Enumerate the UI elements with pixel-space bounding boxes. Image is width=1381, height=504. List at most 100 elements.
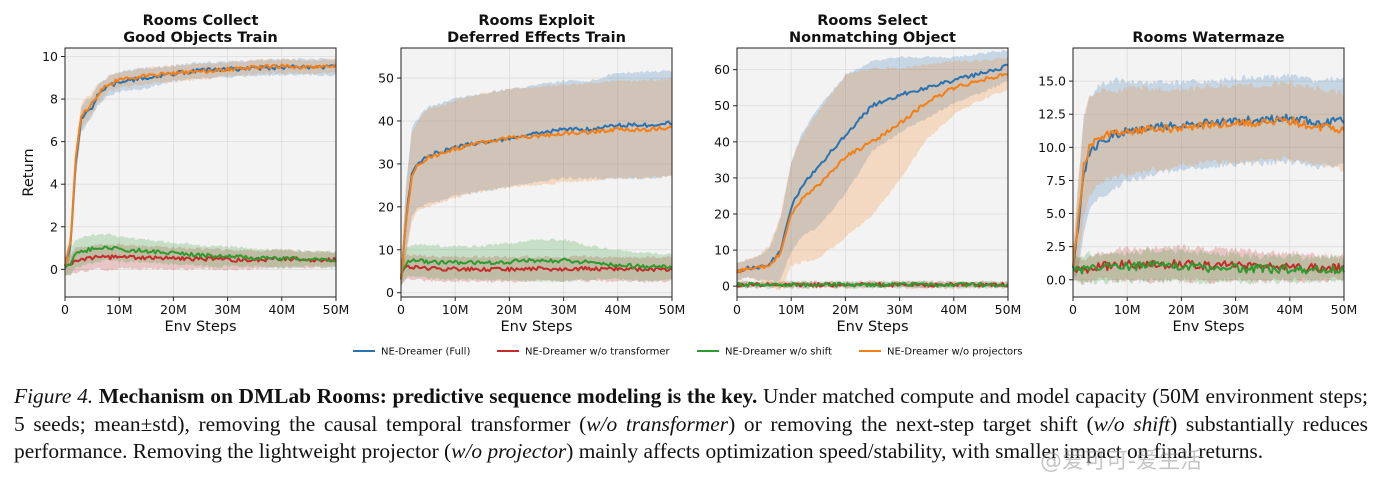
x-tick-label: 20M	[160, 302, 187, 317]
y-tick-label: 0	[722, 279, 730, 294]
legend-item-1: NE-Dreamer (Full)	[353, 347, 470, 358]
caption-text-1: Under matched compute and model capacity…	[14, 384, 1368, 436]
figure-panels: 0 10M 20M 30M 40M 50M 0 2 4 6 8 10 Env Steps Return Ro…	[21, 13, 1357, 358]
series-line-ne-dreamer-w-o-transformer	[400, 264, 673, 276]
y-tick-label: 10	[42, 49, 58, 64]
legend-item-2: NE-Dreamer w/o transformer	[497, 347, 670, 358]
band-ne-dreamer-full-	[1073, 72, 1344, 280]
x-tick-label: 40M	[940, 302, 967, 317]
chart-title-line: Nonmatching Object	[789, 30, 956, 46]
y-tick-label: 12.5	[1038, 107, 1066, 122]
caption-italic-1: w/o transformer	[586, 411, 729, 436]
legend-label: NE-Dreamer w/o transformer	[525, 347, 670, 358]
y-tick-label: 15.0	[1038, 74, 1066, 89]
y-tick-label: 30	[378, 156, 394, 171]
y-tick-label: 6	[50, 134, 58, 149]
plot-area	[737, 48, 1008, 297]
x-tick-label: 30M	[886, 302, 913, 317]
y-tick-label: 0	[386, 285, 394, 300]
y-tick-label: 0.0	[1046, 272, 1066, 287]
caption-text-3: ) substantially reduces performance. Rem…	[14, 411, 1369, 464]
caption-label: Figure 4.	[14, 384, 94, 408]
chart-title-line: Good Objects Train	[123, 30, 278, 46]
plot-area	[401, 48, 672, 297]
y-tick-label: 60	[714, 62, 730, 77]
y-tick-label: 0	[50, 262, 58, 277]
plot-frame	[736, 47, 1009, 298]
x-tick-label: 50M	[1331, 302, 1358, 317]
y-tick-label: 20	[378, 199, 394, 214]
caption-text-2: ) or removing the next-step target shift…	[728, 411, 1094, 436]
y-tick-label: 10	[378, 242, 394, 257]
legend-item-4: NE-Dreamer w/o projectors	[859, 347, 1022, 358]
y-tick-label: 2.5	[1046, 239, 1066, 254]
series-line-ne-dreamer-full-	[400, 120, 673, 280]
x-tick-label: 50M	[995, 302, 1022, 317]
series-line-ne-dreamer-w-o-shift	[400, 257, 673, 276]
x-tick-label: 20M	[1168, 302, 1195, 317]
y-tick-label: 50	[378, 71, 394, 86]
x-tick-label: 50M	[323, 302, 350, 317]
plot-frame	[400, 47, 673, 298]
x-tick-label: 30M	[550, 302, 577, 317]
x-tick-label: 10M	[442, 302, 469, 317]
y-tick-label: 8	[50, 92, 58, 107]
caption-italic-3: w/o projector	[451, 439, 567, 463]
x-axis-label: Env Steps	[836, 319, 908, 335]
plot-frame	[64, 47, 337, 298]
legend-label: NE-Dreamer w/o projectors	[887, 347, 1022, 358]
y-axis-label: Return	[21, 148, 37, 196]
band-ne-dreamer-w-o-projectors	[737, 56, 1008, 291]
chart-title-line: Rooms Exploit	[478, 13, 594, 29]
y-tick-label: 5.0	[1046, 206, 1066, 221]
x-tick-label: 0	[1069, 302, 1077, 317]
x-tick-label: 40M	[1276, 302, 1303, 317]
series-line-ne-dreamer-w-o-shift	[64, 245, 337, 269]
series-line-ne-dreamer-w-o-shift	[1072, 260, 1345, 275]
x-axis-label: Env Steps	[164, 319, 236, 335]
x-tick-label: 20M	[832, 302, 859, 317]
y-tick-label: 7.5	[1046, 173, 1066, 188]
legend-label: NE-Dreamer w/o shift	[725, 347, 832, 358]
x-tick-label: 0	[733, 302, 741, 317]
series-line-ne-dreamer-w-o-shift	[736, 281, 1009, 288]
chart-title-line: Rooms Collect	[143, 13, 259, 29]
y-tick-label: 40	[714, 134, 730, 149]
y-tick-label: 10.0	[1038, 140, 1066, 155]
legend: NE-Dreamer (Full) NE-Dreamer w/o transfor…	[353, 347, 1022, 358]
watermark: @爱可可-爱生活	[1040, 449, 1202, 474]
series-line-ne-dreamer-w-o-projectors	[1072, 116, 1345, 267]
chart-title-line: Deferred Effects Train	[447, 30, 626, 46]
figure-caption: Figure 4. Mechanism on DMLab Rooms: pred…	[14, 383, 1368, 466]
legend-label: NE-Dreamer (Full)	[381, 347, 470, 358]
caption-text-4: ) mainly affects optimization speed/stab…	[566, 439, 1264, 463]
x-tick-label: 30M	[1222, 302, 1249, 317]
plot-area	[1073, 48, 1344, 297]
x-tick-label: 40M	[604, 302, 631, 317]
chart-panel-3: 0 10M 20M 30M 40M 50M 0 10 20 30 40 50 60 Env Steps Ro…	[714, 13, 1021, 335]
x-axis-label: Env Steps	[1172, 319, 1244, 335]
x-tick-label: 10M	[778, 302, 805, 317]
x-tick-label: 30M	[214, 302, 241, 317]
x-axis-label: Env Steps	[500, 319, 572, 335]
series-line-ne-dreamer-w-o-projectors	[736, 73, 1009, 274]
caption-italic-2: w/o shift	[1093, 411, 1171, 436]
series-line-ne-dreamer-full-	[1072, 113, 1345, 268]
x-tick-label: 0	[397, 302, 405, 317]
series-line-ne-dreamer-w-o-projectors	[64, 63, 337, 266]
series-line-ne-dreamer-w-o-projectors	[400, 125, 673, 279]
chart-title-line: Rooms Select	[817, 13, 928, 29]
band-ne-dreamer-full-	[401, 69, 672, 289]
x-tick-label: 40M	[268, 302, 295, 317]
band-ne-dreamer-w-o-shift	[401, 238, 672, 287]
y-tick-label: 50	[714, 98, 730, 113]
chart-panel-2: 0 10M 20M 30M 40M 50M 0 10 20 30 40 50 Env Steps Room…	[378, 13, 685, 335]
y-tick-label: 30	[714, 170, 730, 185]
chart-panel-4: 0 10M 20M 30M 40M 50M 0.0 2.5 5.0 7.5 10.0 12.5 15.0…	[1038, 30, 1357, 335]
band-ne-dreamer-full-	[737, 49, 1008, 282]
caption-title: Mechanism on DMLab Rooms: predictive seq…	[98, 384, 758, 408]
y-tick-label: 2	[50, 219, 58, 234]
y-tick-label: 20	[714, 207, 730, 222]
y-tick-label: 10	[714, 243, 730, 258]
x-tick-label: 50M	[659, 302, 686, 317]
